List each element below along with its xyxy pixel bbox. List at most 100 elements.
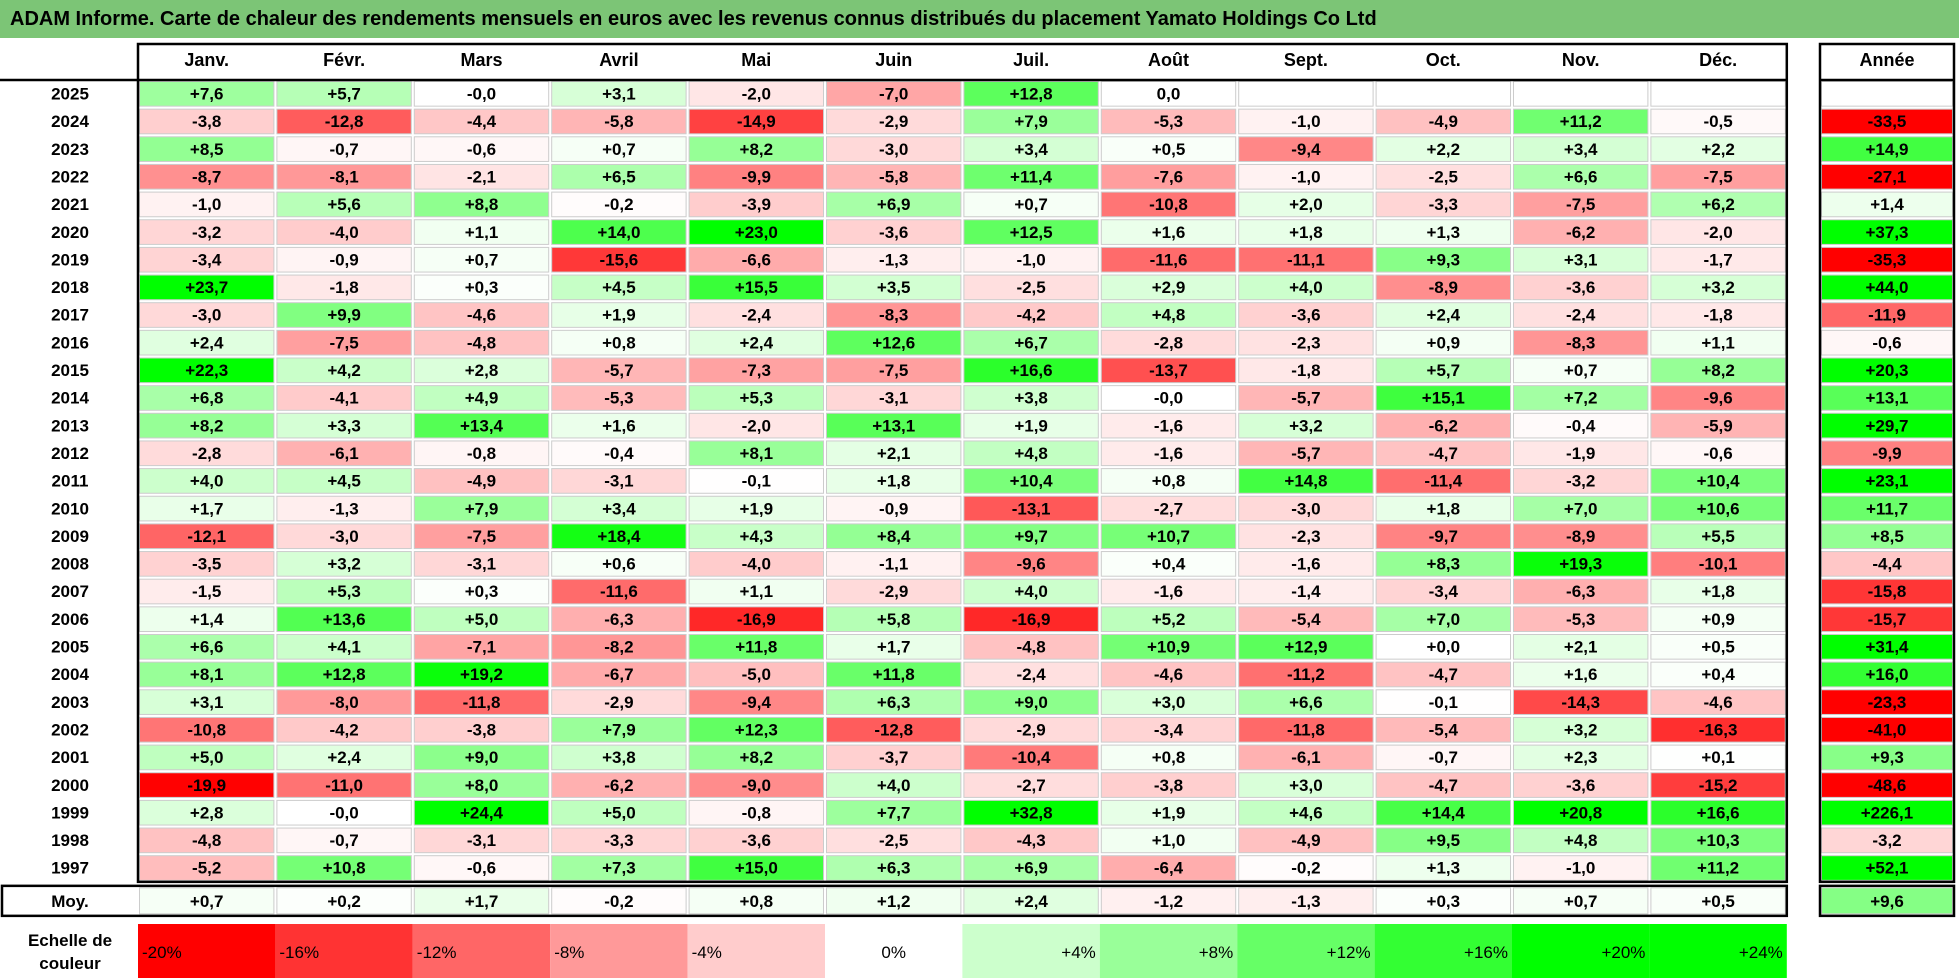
heatmap-cell — [1375, 246, 1511, 273]
heatmap-cell — [413, 661, 550, 688]
cell-value: -3,6 — [742, 831, 771, 850]
heatmap-cell — [551, 246, 687, 273]
annual-value: +14,9 — [1865, 140, 1908, 159]
heatmap-cell — [276, 191, 412, 218]
cell-value: -1,6 — [1154, 444, 1183, 463]
cell-value: +2,8 — [465, 361, 499, 380]
heatmap-cell — [963, 136, 1099, 162]
color-scale-swatch — [138, 924, 276, 978]
cell-value: -9,6 — [1703, 389, 1732, 408]
heatmap-cell — [826, 551, 962, 577]
heatmap-cell — [688, 136, 824, 162]
annual-cell — [1821, 606, 1953, 632]
heatmap-cell — [1100, 412, 1237, 439]
heatmap-cell — [1513, 744, 1649, 771]
cell-value: -4,2 — [329, 720, 358, 739]
annual-cell — [1821, 551, 1953, 577]
heatmap-cell — [1238, 799, 1374, 826]
heatmap-cell — [1238, 219, 1374, 245]
cell-value: +20,8 — [1559, 803, 1602, 822]
cell-value: +6,9 — [877, 195, 911, 214]
heatmap-cell — [1100, 302, 1237, 328]
heatmap-cell — [1513, 827, 1649, 854]
cell-value: +7,0 — [1427, 610, 1461, 629]
cell-value: -8,1 — [329, 167, 358, 186]
heatmap-cell — [1100, 357, 1237, 384]
annual-value: +13,1 — [1865, 389, 1908, 408]
heatmap-cell — [1238, 634, 1374, 660]
cell-value: -0,6 — [1703, 444, 1732, 463]
color-scale-swatch — [825, 924, 963, 978]
heatmap-cell — [826, 468, 962, 494]
heatmap-cell — [1238, 495, 1374, 522]
cell-value: +15,5 — [735, 278, 778, 297]
cell-value: -5,8 — [604, 112, 633, 131]
cell-value: +0,4 — [1152, 555, 1186, 574]
cell-value: +4,5 — [327, 472, 361, 491]
color-scale-swatch — [1512, 924, 1650, 978]
heatmap-cell — [1513, 136, 1649, 162]
heatmap-cell — [963, 689, 1099, 715]
heatmap-cell — [1375, 827, 1511, 854]
cell-value: -5,3 — [1154, 112, 1183, 131]
cell-value: +7,2 — [1564, 389, 1598, 408]
cell-value: -6,2 — [604, 776, 633, 795]
cell-value: -1,3 — [879, 250, 908, 269]
heatmap-cell — [413, 578, 550, 605]
cell-value: +5,0 — [602, 803, 636, 822]
year-label: 2021 — [51, 195, 89, 214]
cell-value: -3,0 — [1291, 499, 1320, 518]
heatmap-cell — [1513, 329, 1649, 356]
cell-value: +3,2 — [1564, 720, 1598, 739]
cell-value: -5,3 — [1566, 610, 1595, 629]
cell-value: -5,2 — [192, 859, 221, 878]
annual-value: -0,6 — [1872, 333, 1901, 352]
annual-value: -15,8 — [1868, 582, 1907, 601]
heatmap-cell — [688, 578, 824, 605]
heatmap-cell — [551, 689, 687, 715]
month-header: Juil. — [1013, 50, 1049, 70]
heatmap-cell — [826, 827, 962, 854]
cell-value: +2,3 — [1564, 748, 1598, 767]
heatmap-cell — [963, 772, 1099, 798]
annual-cell — [1821, 716, 1953, 743]
cell-value: -0,9 — [329, 250, 358, 269]
cell-value: +5,0 — [190, 748, 224, 767]
heatmap-cell — [688, 246, 824, 273]
annual-value: +9,3 — [1870, 748, 1904, 767]
heatmap-cell — [551, 744, 687, 771]
cell-value: -2,4 — [1566, 306, 1596, 325]
cell-value: -11,6 — [1150, 250, 1188, 269]
cell-value: -1,3 — [329, 499, 358, 518]
cell-value: -3,6 — [1566, 776, 1595, 795]
cell-value: -3,3 — [1429, 195, 1458, 214]
cell-value: -7,3 — [742, 361, 771, 380]
cell-value: -15,2 — [1699, 776, 1738, 795]
cell-value: +12,6 — [872, 333, 915, 352]
year-label: 2010 — [51, 499, 89, 518]
cell-value: +16,6 — [1010, 361, 1053, 380]
average-cell — [413, 887, 550, 915]
average-cell — [688, 887, 824, 915]
average-value: +0,2 — [327, 892, 361, 911]
cell-value: +1,1 — [465, 223, 499, 242]
heatmap-cell — [1100, 163, 1237, 190]
cell-value: -6,7 — [604, 665, 633, 684]
heatmap-cell — [551, 551, 687, 577]
heatmap-cell — [688, 661, 824, 688]
heatmap-cell — [1650, 274, 1786, 301]
heatmap-cell — [276, 246, 412, 273]
cell-value: -2,5 — [1429, 167, 1458, 186]
heatmap-cell — [139, 136, 275, 162]
cell-value: +1,8 — [1289, 223, 1323, 242]
cell-value: -2,0 — [1703, 223, 1732, 242]
cell-value: +5,8 — [877, 610, 911, 629]
cell-value: +10,4 — [1010, 472, 1054, 491]
cell-value: +2,4 — [740, 333, 774, 352]
cell-value: -7,5 — [329, 333, 358, 352]
cell-value: +12,8 — [1010, 85, 1053, 104]
chart-title: ADAM Informe. Carte de chaleur des rende… — [0, 0, 1959, 38]
annual-cell — [1821, 468, 1953, 494]
heatmap-cell — [413, 246, 550, 273]
cell-value: +9,5 — [1427, 831, 1461, 850]
